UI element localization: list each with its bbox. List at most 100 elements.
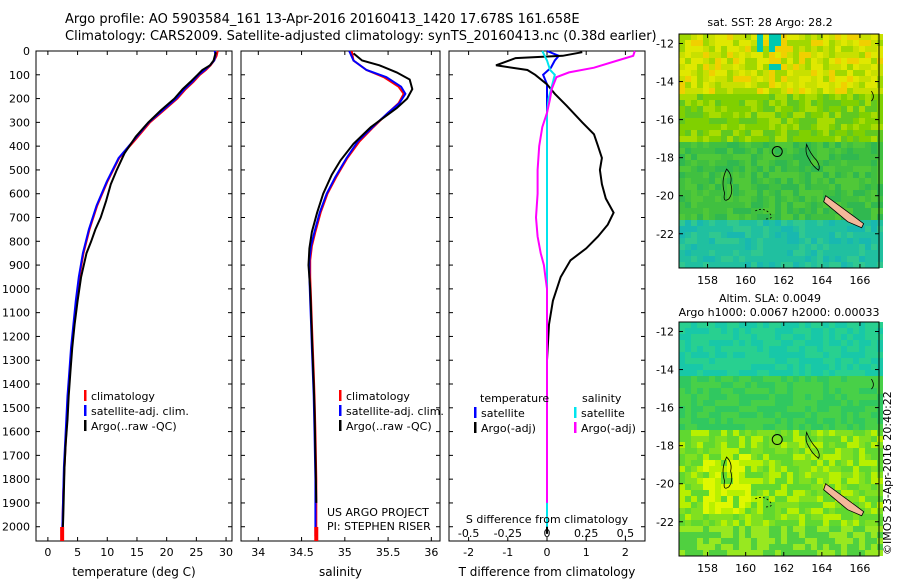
map-cell — [793, 484, 799, 490]
map-cell — [745, 94, 751, 100]
map-cell — [853, 478, 859, 484]
map-cell — [823, 64, 829, 70]
map-cell — [817, 460, 823, 466]
map-cell — [811, 94, 817, 100]
map-cell — [691, 88, 697, 94]
map-cell — [829, 226, 835, 232]
map-cell — [757, 124, 763, 130]
map-cell — [805, 190, 811, 196]
map-cell — [805, 538, 811, 544]
map-cell — [715, 70, 721, 76]
map-cell — [751, 352, 757, 358]
map-cell — [697, 442, 703, 448]
map-cell — [859, 466, 865, 472]
map-cell — [697, 256, 703, 262]
argo-location-marker — [771, 146, 783, 158]
map-cell — [709, 370, 715, 376]
x-tick-label: 5 — [74, 546, 81, 559]
map-cell — [703, 34, 709, 40]
map-cell — [865, 424, 871, 430]
map-cell — [823, 166, 829, 172]
map-cell — [871, 448, 877, 454]
map-cell — [691, 184, 697, 190]
map-cell — [709, 520, 715, 526]
map-cell — [775, 256, 781, 262]
map-cell — [697, 502, 703, 508]
map-cell — [853, 394, 859, 400]
map-cell — [685, 52, 691, 58]
map-cell — [769, 46, 775, 52]
map-cell — [811, 382, 817, 388]
map-cell — [703, 142, 709, 148]
map-cell — [823, 100, 829, 106]
map-cell — [685, 484, 691, 490]
map-cell — [865, 520, 871, 526]
map-cell — [733, 550, 739, 556]
map-cell — [715, 376, 721, 382]
map-cell — [739, 502, 745, 508]
map-cell — [697, 154, 703, 160]
map-cell — [805, 352, 811, 358]
map-cell — [769, 202, 775, 208]
map-cell — [751, 514, 757, 520]
map-cell — [841, 100, 847, 106]
map-cell — [685, 142, 691, 148]
map-cell — [703, 544, 709, 550]
map-cell — [853, 514, 859, 520]
map-cell — [811, 538, 817, 544]
map-cell — [757, 148, 763, 154]
map-cell — [793, 244, 799, 250]
map-cell — [847, 550, 853, 556]
map-cell — [871, 214, 877, 220]
map-cell — [745, 352, 751, 358]
map-cell — [769, 76, 775, 82]
vanuatu-outline — [871, 90, 874, 102]
map-cell — [775, 136, 781, 142]
map-cell — [823, 88, 829, 94]
map-cell — [847, 466, 853, 472]
map-cell — [877, 202, 883, 208]
map-cell — [835, 346, 841, 352]
map-cell — [721, 466, 727, 472]
map-cell — [799, 148, 805, 154]
map-cell — [721, 262, 727, 268]
map-cell — [715, 220, 721, 226]
map-cell — [703, 166, 709, 172]
map-cell — [703, 400, 709, 406]
map-cell — [775, 52, 781, 58]
map-cell — [847, 496, 853, 502]
map-cell — [751, 34, 757, 40]
map-cell — [727, 190, 733, 196]
map-cell — [775, 232, 781, 238]
map-cell — [871, 238, 877, 244]
map-cell — [823, 442, 829, 448]
map-cell — [877, 532, 883, 538]
map-cell — [763, 424, 769, 430]
lat-tick-label: -14 — [656, 76, 674, 89]
x-tick-label: 20 — [160, 546, 174, 559]
map-cell — [871, 250, 877, 256]
map-cell — [859, 118, 865, 124]
map-cell — [805, 118, 811, 124]
map-cell — [679, 478, 685, 484]
map-cell — [691, 190, 697, 196]
map-cell — [709, 136, 715, 142]
map-cell — [769, 490, 775, 496]
map-cell — [817, 424, 823, 430]
map-cell — [685, 334, 691, 340]
map-cell — [835, 46, 841, 52]
map-cell — [739, 190, 745, 196]
map-cell — [703, 256, 709, 262]
map-cell — [715, 202, 721, 208]
map-cell — [727, 352, 733, 358]
sst-map-title: sat. SST: 28 Argo: 28.2 — [707, 16, 832, 29]
map-cell — [859, 196, 865, 202]
map-cell — [787, 520, 793, 526]
map-cell — [691, 130, 697, 136]
map-cell — [865, 340, 871, 346]
map-cell — [817, 160, 823, 166]
map-cell — [871, 70, 877, 76]
map-cell — [823, 418, 829, 424]
map-cell — [709, 364, 715, 370]
map-cell — [709, 94, 715, 100]
